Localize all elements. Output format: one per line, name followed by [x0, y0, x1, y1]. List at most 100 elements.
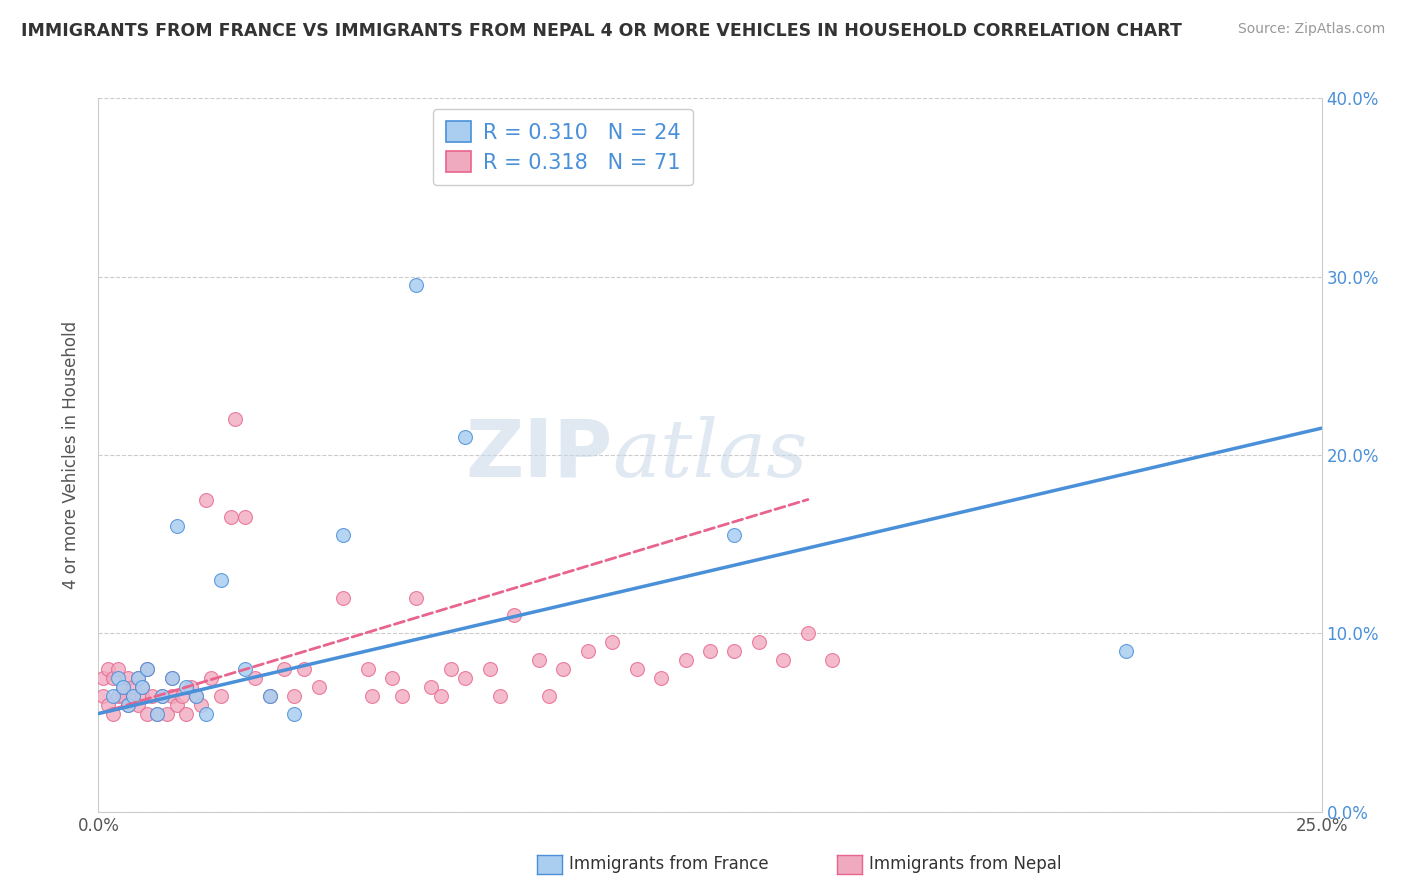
Text: Immigrants from France: Immigrants from France [569, 855, 769, 873]
Point [180, 680, 202, 694]
Point [292, 662, 315, 676]
Point [675, 653, 697, 667]
Point [209, 573, 232, 587]
Point [111, 689, 134, 703]
Point [391, 689, 413, 703]
Point [243, 671, 266, 685]
Point [356, 662, 378, 676]
Point [503, 608, 526, 623]
Point [748, 635, 770, 649]
Point [91, 689, 114, 703]
Point [233, 662, 256, 676]
Legend: R = 0.310   N = 24, R = 0.318   N = 71: R = 0.310 N = 24, R = 0.318 N = 71 [433, 109, 693, 186]
Point [170, 689, 193, 703]
Point [723, 644, 745, 658]
Point [332, 528, 354, 542]
Point [186, 689, 208, 703]
Point [478, 662, 501, 676]
Point [166, 519, 188, 533]
Point [97, 662, 120, 676]
Point [537, 689, 560, 703]
Point [91, 671, 114, 685]
Point [1115, 644, 1137, 658]
Point [136, 706, 159, 721]
Point [136, 662, 159, 676]
Point [405, 278, 427, 293]
Point [209, 689, 232, 703]
Point [127, 671, 149, 685]
Point [156, 706, 179, 721]
Point [430, 689, 453, 703]
Point [772, 653, 794, 667]
Point [121, 680, 143, 694]
Point [233, 510, 256, 524]
Point [127, 698, 149, 712]
Point [454, 671, 477, 685]
Point [117, 671, 139, 685]
Text: IMMIGRANTS FROM FRANCE VS IMMIGRANTS FROM NEPAL 4 OR MORE VEHICLES IN HOUSEHOLD : IMMIGRANTS FROM FRANCE VS IMMIGRANTS FRO… [21, 22, 1182, 40]
Point [97, 698, 120, 712]
Point [600, 635, 623, 649]
Point [553, 662, 575, 676]
Point [146, 706, 169, 721]
Point [111, 680, 134, 694]
Point [488, 689, 510, 703]
Point [150, 689, 173, 703]
Point [381, 671, 404, 685]
Point [576, 644, 599, 658]
Point [101, 706, 124, 721]
Point [101, 671, 124, 685]
Point [111, 680, 134, 694]
Point [107, 662, 129, 676]
Point [176, 706, 198, 721]
Point [166, 698, 188, 712]
Point [121, 689, 143, 703]
Point [121, 689, 143, 703]
Point [195, 492, 218, 507]
Point [195, 706, 218, 721]
Point [107, 689, 129, 703]
Point [127, 671, 149, 685]
Text: atlas: atlas [612, 417, 807, 493]
Point [101, 689, 124, 703]
Point [527, 653, 550, 667]
Point [699, 644, 721, 658]
Y-axis label: 4 or more Vehicles in Household: 4 or more Vehicles in Household [62, 321, 80, 589]
Point [131, 689, 153, 703]
Point [626, 662, 648, 676]
Point [200, 671, 222, 685]
Text: Immigrants from Nepal: Immigrants from Nepal [869, 855, 1062, 873]
Point [454, 430, 477, 444]
Point [141, 689, 163, 703]
Point [821, 653, 844, 667]
Point [219, 510, 242, 524]
Point [283, 689, 305, 703]
Point [136, 662, 159, 676]
Point [150, 689, 173, 703]
Point [186, 689, 208, 703]
Point [160, 671, 183, 685]
Text: ZIP: ZIP [465, 416, 612, 494]
Point [160, 671, 183, 685]
Point [405, 591, 427, 605]
Point [131, 680, 153, 694]
Point [650, 671, 672, 685]
Point [131, 680, 153, 694]
Point [176, 680, 198, 694]
Point [190, 698, 212, 712]
Point [160, 689, 183, 703]
Text: Source: ZipAtlas.com: Source: ZipAtlas.com [1237, 22, 1385, 37]
Point [224, 412, 246, 426]
Point [332, 591, 354, 605]
Point [361, 689, 384, 703]
Point [797, 626, 820, 640]
Point [723, 528, 745, 542]
Point [117, 698, 139, 712]
Point [308, 680, 330, 694]
Point [273, 662, 295, 676]
Point [259, 689, 281, 703]
Point [420, 680, 443, 694]
Point [107, 671, 129, 685]
Point [440, 662, 463, 676]
Point [283, 706, 305, 721]
